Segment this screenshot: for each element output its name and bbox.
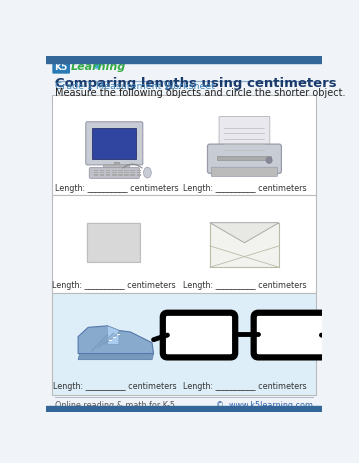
Bar bbox=[106, 172, 111, 173]
Bar bbox=[52, 195, 316, 293]
FancyBboxPatch shape bbox=[103, 165, 130, 170]
Bar bbox=[114, 162, 119, 166]
FancyBboxPatch shape bbox=[254, 313, 326, 357]
Bar bbox=[100, 169, 104, 171]
Circle shape bbox=[94, 62, 101, 69]
Bar bbox=[52, 293, 316, 395]
Bar bbox=[124, 169, 129, 171]
FancyBboxPatch shape bbox=[211, 167, 278, 176]
Bar bbox=[137, 172, 141, 173]
Text: K5: K5 bbox=[55, 63, 68, 72]
Bar bbox=[100, 174, 104, 175]
Text: Learning: Learning bbox=[70, 63, 126, 73]
Text: Length: __________ centimeters: Length: __________ centimeters bbox=[183, 282, 306, 290]
Bar bbox=[218, 156, 271, 160]
Polygon shape bbox=[107, 326, 119, 344]
Polygon shape bbox=[78, 326, 154, 354]
Text: Length: __________ centimeters: Length: __________ centimeters bbox=[55, 184, 178, 193]
Bar bbox=[93, 172, 98, 173]
FancyBboxPatch shape bbox=[86, 122, 143, 165]
Text: Online reading & math for K-5: Online reading & math for K-5 bbox=[55, 401, 175, 410]
Circle shape bbox=[266, 157, 272, 163]
Bar bbox=[210, 223, 279, 267]
Bar bbox=[46, 56, 322, 63]
Text: Comparing lengths using centimeters: Comparing lengths using centimeters bbox=[55, 77, 337, 90]
Bar bbox=[112, 174, 117, 175]
Bar bbox=[52, 95, 316, 195]
Bar bbox=[93, 174, 98, 175]
Text: Measure the following objects and circle the shorter object.: Measure the following objects and circle… bbox=[55, 88, 345, 98]
Bar bbox=[46, 406, 322, 412]
Bar bbox=[87, 224, 140, 262]
Bar bbox=[100, 172, 104, 173]
FancyBboxPatch shape bbox=[219, 116, 270, 155]
Bar bbox=[130, 172, 135, 173]
Bar bbox=[130, 174, 135, 175]
FancyBboxPatch shape bbox=[52, 61, 70, 74]
Ellipse shape bbox=[144, 167, 151, 178]
Bar bbox=[137, 174, 141, 175]
Polygon shape bbox=[78, 354, 154, 360]
Text: Length: __________ centimeters: Length: __________ centimeters bbox=[52, 282, 175, 290]
Polygon shape bbox=[210, 223, 279, 243]
Bar bbox=[130, 169, 135, 171]
FancyBboxPatch shape bbox=[89, 168, 139, 178]
FancyBboxPatch shape bbox=[208, 144, 281, 173]
Bar bbox=[106, 169, 111, 171]
Bar bbox=[112, 172, 117, 173]
FancyBboxPatch shape bbox=[163, 313, 235, 357]
Bar bbox=[92, 128, 136, 159]
Bar bbox=[124, 174, 129, 175]
Text: Grade 1 Measurement Worksheet: Grade 1 Measurement Worksheet bbox=[55, 82, 215, 91]
Bar bbox=[112, 169, 117, 171]
Text: ©  www.k5learning.com: © www.k5learning.com bbox=[216, 401, 313, 410]
Bar bbox=[118, 174, 123, 175]
Bar bbox=[118, 172, 123, 173]
Text: Length: __________ centimeters: Length: __________ centimeters bbox=[183, 184, 306, 193]
Bar bbox=[106, 174, 111, 175]
Bar bbox=[124, 172, 129, 173]
Text: Length: __________ centimeters: Length: __________ centimeters bbox=[183, 382, 306, 391]
Bar bbox=[137, 169, 141, 171]
Bar bbox=[87, 224, 140, 262]
Bar bbox=[118, 169, 123, 171]
Bar bbox=[93, 169, 98, 171]
Text: Length: __________ centimeters: Length: __________ centimeters bbox=[53, 382, 177, 391]
